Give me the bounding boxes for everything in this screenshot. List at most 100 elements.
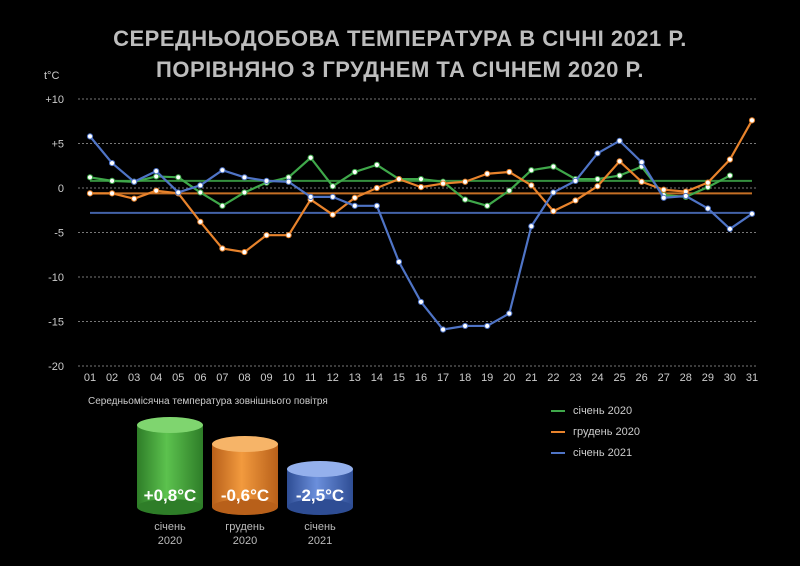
x-tick-label: 25 bbox=[613, 372, 625, 384]
x-tick-label: 09 bbox=[260, 372, 272, 384]
x-tick-label: 17 bbox=[437, 372, 449, 384]
data-point-series-2 bbox=[616, 137, 623, 144]
y-tick-label: +10 bbox=[45, 94, 64, 106]
data-point-series-1 bbox=[506, 168, 513, 176]
data-point-series-1 bbox=[329, 211, 336, 218]
data-point-series-1 bbox=[616, 158, 623, 165]
x-tick-label: 10 bbox=[282, 372, 294, 384]
data-point-series-0 bbox=[351, 168, 358, 176]
cylinder-jan-2021-shape bbox=[287, 461, 353, 515]
x-tick-label: 28 bbox=[680, 372, 692, 384]
y-tick-label: 0 bbox=[58, 183, 64, 195]
data-point-series-2 bbox=[86, 133, 94, 140]
data-point-series-2 bbox=[373, 202, 380, 209]
x-tick-label: 21 bbox=[525, 372, 537, 384]
data-point-series-1 bbox=[86, 190, 94, 197]
data-point-series-2 bbox=[638, 159, 645, 166]
y-axis-unit-label: t°C bbox=[44, 70, 59, 82]
x-tick-label: 14 bbox=[371, 372, 383, 384]
data-point-series-2 bbox=[417, 298, 425, 306]
data-point-series-1 bbox=[660, 186, 667, 193]
x-tick-label: 20 bbox=[503, 372, 515, 384]
data-point-series-0 bbox=[506, 187, 513, 194]
data-point-series-1 bbox=[594, 183, 601, 190]
data-point-series-0 bbox=[219, 202, 226, 209]
x-tick-label: 12 bbox=[327, 372, 339, 384]
legend-item-jan-2021: січень 2021 bbox=[551, 447, 632, 459]
chart-title-line2: ПОРІВНЯНО З ГРУДНЕМ ТА СІЧНЕМ 2020 Р. bbox=[156, 57, 644, 82]
data-point-series-2 bbox=[307, 193, 314, 200]
data-point-series-1 bbox=[704, 179, 711, 186]
cylinder-value-jan-2020: +0,8°C bbox=[143, 486, 197, 505]
data-point-series-1 bbox=[285, 232, 292, 239]
cylinder-value-dec-2020: -0,6°C bbox=[220, 486, 270, 505]
data-point-series-0 bbox=[417, 176, 425, 183]
legend-swatch-dec-2020 bbox=[551, 431, 565, 434]
x-tick-label: 01 bbox=[84, 372, 96, 384]
legend-swatch-jan-2020 bbox=[551, 410, 565, 413]
data-point-series-2 bbox=[572, 177, 579, 184]
x-tick-label: 15 bbox=[393, 372, 405, 384]
data-point-series-2 bbox=[263, 177, 270, 184]
data-point-series-0 bbox=[550, 163, 557, 170]
data-point-series-1 bbox=[351, 194, 358, 201]
x-tick-label: 19 bbox=[481, 372, 493, 384]
cylinder-value-jan-2021: -2,5°C bbox=[295, 486, 345, 505]
y-tick-label: +5 bbox=[51, 139, 64, 151]
cylinder-jan-2021: -2,5°C bbox=[287, 461, 353, 515]
x-tick-label: 13 bbox=[349, 372, 361, 384]
x-tick-label: 11 bbox=[305, 372, 316, 384]
cylinder-label-jan-2020-year: 2020 bbox=[157, 535, 183, 547]
cylinder-label-dec-2020-month: грудень bbox=[225, 521, 265, 533]
y-tick-label: -5 bbox=[54, 228, 64, 240]
data-point-series-2 bbox=[285, 178, 292, 185]
cylinder-jan-2020-shape bbox=[137, 417, 203, 515]
data-point-series-1 bbox=[108, 190, 116, 197]
data-point-series-2 bbox=[108, 159, 116, 167]
data-point-series-2 bbox=[550, 189, 557, 196]
data-point-series-0 bbox=[197, 189, 204, 196]
cylinder-dec-2020: -0,6°C bbox=[212, 436, 278, 515]
series-line-0 bbox=[89, 156, 731, 207]
data-point-series-2 bbox=[219, 167, 226, 174]
data-point-series-1 bbox=[550, 208, 557, 215]
data-point-series-0 bbox=[528, 167, 535, 174]
x-tick-label: 05 bbox=[172, 372, 184, 384]
x-tick-label: 24 bbox=[591, 372, 603, 384]
data-point-series-0 bbox=[86, 174, 94, 181]
data-point-series-0 bbox=[153, 173, 160, 180]
data-point-series-2 bbox=[506, 310, 513, 317]
data-point-series-1 bbox=[395, 176, 403, 183]
cylinder-label-jan-2021-month: січень bbox=[304, 521, 336, 533]
x-tick-label: 02 bbox=[106, 372, 118, 384]
data-point-series-2 bbox=[329, 193, 336, 200]
legend-item-dec-2020: грудень 2020 bbox=[551, 426, 640, 438]
y-tick-label: -15 bbox=[48, 317, 64, 329]
data-point-series-2 bbox=[594, 150, 601, 157]
data-point-series-2 bbox=[748, 210, 756, 217]
data-point-series-0 bbox=[616, 172, 623, 179]
legend-label-jan-2020: січень 2020 bbox=[573, 405, 633, 417]
x-tick-label: 04 bbox=[150, 372, 162, 384]
x-tick-label: 06 bbox=[194, 372, 206, 384]
data-point-series-2 bbox=[462, 322, 469, 330]
data-point-series-1 bbox=[726, 156, 734, 163]
legend-label-dec-2020: грудень 2020 bbox=[573, 426, 641, 438]
data-point-series-1 bbox=[219, 245, 226, 252]
data-point-series-2 bbox=[197, 182, 204, 189]
data-point-series-0 bbox=[594, 176, 601, 183]
x-tick-label: 03 bbox=[128, 372, 140, 384]
data-point-series-2 bbox=[241, 174, 248, 181]
data-point-series-2 bbox=[484, 322, 491, 330]
data-point-series-1 bbox=[263, 232, 270, 239]
x-tick-label: 29 bbox=[702, 372, 714, 384]
data-point-series-2 bbox=[704, 205, 711, 212]
chart-title-line1: СЕРЕДНЬОДОБОВА ТЕМПЕРАТУРА В СІЧНІ 2021 … bbox=[113, 26, 687, 51]
summary-caption: Середньомісячна температура зовнішнього … bbox=[88, 396, 328, 407]
legend-swatch-jan-2021 bbox=[551, 452, 565, 455]
cylinder-dec-2020-shape bbox=[212, 436, 278, 515]
x-tick-label: 26 bbox=[636, 372, 648, 384]
cylinder-label-jan-2020: січень 2020 bbox=[125, 520, 215, 548]
data-point-series-1 bbox=[197, 218, 204, 225]
x-tick-label: 31 bbox=[746, 372, 758, 384]
